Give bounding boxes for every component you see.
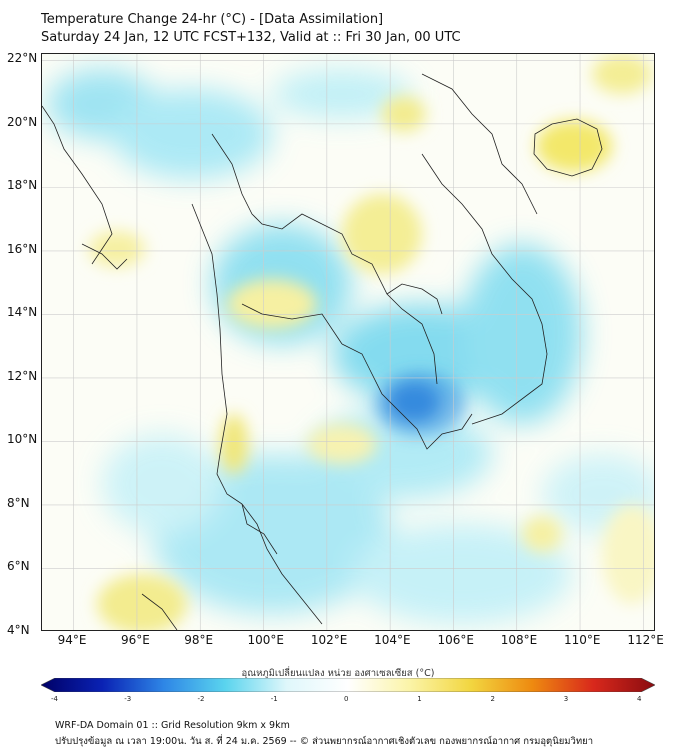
lat-tick-label: 16°N [7,241,38,256]
colorbar-tick-label: 4 [637,695,642,703]
lat-tick-label: 6°N [7,559,30,574]
map-canvas [42,54,654,630]
lon-tick-label: 94°E [57,633,87,647]
lon-tick-label: 104°E [374,633,411,647]
lon-tick-label: 112°E [627,633,664,647]
colorbar-tick-label: 2 [490,695,495,703]
lat-tick-label: 8°N [7,495,30,510]
coastlines-and-borders [42,73,603,630]
lat-tick-label: 22°N [7,51,38,66]
lat-tick-label: 14°N [7,305,38,320]
lon-tick-label: 110°E [564,633,601,647]
chart-title: Temperature Change 24-hr (°C) - [Data As… [41,12,384,27]
colorbar-tick-label: 0 [344,695,349,703]
lat-tick-label: 10°N [7,432,38,447]
model-info: WRF-DA Domain 01 :: Grid Resolution 9km … [55,720,290,731]
colorbar-tick-label: -1 [270,695,278,703]
colorbar-tick-label: -3 [124,695,132,703]
colorbar-tick-label: -2 [197,695,205,703]
lat-tick-label: 4°N [7,623,30,637]
colorbar-tick-label: -4 [51,695,58,703]
credit-line: ปรับปรุงข้อมูล ณ เวลา 19:00น. วัน ส. ที่… [55,736,594,747]
temperature-map [41,53,655,631]
colorbar-title: อุณหภูมิเปลี่ยนแปลง หน่วย องศาเซลเซียส (… [241,668,435,679]
lat-tick-label: 20°N [7,114,38,129]
lat-tick-label: 18°N [7,178,38,193]
chart-subtitle: Saturday 24 Jan, 12 UTC FCST+132, Valid … [41,30,461,45]
lat-tick-label: 12°N [7,368,38,383]
lon-tick-label: 102°E [310,633,348,647]
graticule [42,54,654,630]
lon-tick-label: 98°E [184,633,214,647]
colorbar-tick-label: 1 [417,695,422,703]
colorbar [41,678,655,692]
colorbar-tick-label: 3 [563,695,569,703]
lon-tick-label: 106°E [437,633,474,647]
lon-tick-label: 100°E [247,633,285,647]
temperature-field [42,54,654,630]
lon-tick-label: 108°E [500,633,538,647]
lon-tick-label: 96°E [120,633,150,647]
